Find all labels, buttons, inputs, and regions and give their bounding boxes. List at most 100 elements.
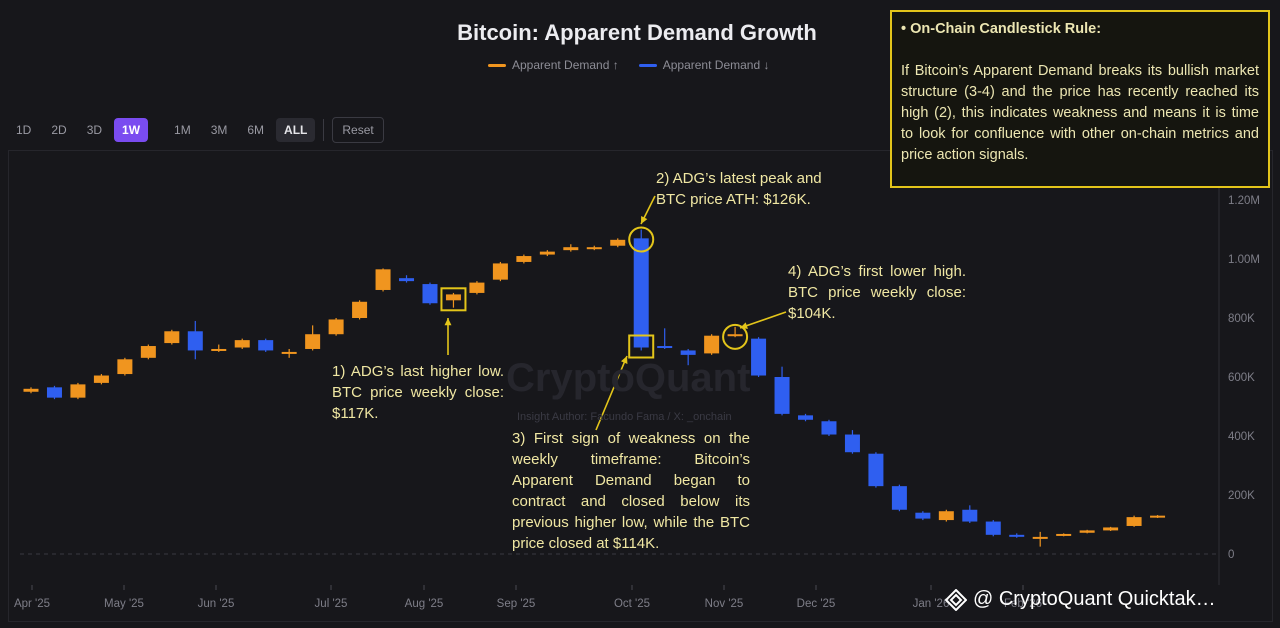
legend-label-down: Apparent Demand ↓ xyxy=(662,58,770,72)
arrow-annotation-1-head xyxy=(444,318,452,326)
candle-down xyxy=(844,434,860,453)
grid-lines xyxy=(20,172,1220,585)
candles xyxy=(23,229,1166,547)
candle-up xyxy=(23,388,39,392)
candle-up xyxy=(305,334,321,349)
candle-down xyxy=(891,486,907,510)
candle-down xyxy=(962,509,978,522)
arrow-annotation-4-head xyxy=(740,322,748,329)
legend-item-up[interactable]: Apparent Demand ↑ xyxy=(488,58,619,72)
x-tick-label: Apr '25 xyxy=(14,598,50,610)
candle-up xyxy=(164,331,180,344)
candle-down xyxy=(187,331,203,351)
x-tick-label: May '25 xyxy=(104,598,144,610)
chart-title: Bitcoin: Apparent Demand Growth xyxy=(457,20,817,45)
candle-down xyxy=(915,512,931,519)
annotation-2: 2) ADG’s latest peak and BTC price ATH: … xyxy=(656,170,822,208)
candle-up xyxy=(1056,533,1072,536)
highlight-square-3 xyxy=(628,334,655,359)
arrow-annotation-4 xyxy=(739,311,787,329)
annotation-1: 1) ADG’s last higher low. BTC price week… xyxy=(332,363,504,422)
credit-text: @ CryptoQuant Quicktak… xyxy=(973,588,1216,610)
candle-up xyxy=(352,301,368,318)
y-tick-label: 200K xyxy=(1228,490,1255,502)
range-2d-button[interactable]: 2D xyxy=(51,123,67,137)
x-tick-label: Nov '25 xyxy=(705,598,744,610)
candle-up xyxy=(586,247,602,250)
candle-up xyxy=(70,384,86,398)
candle-up xyxy=(539,251,555,255)
candle-up xyxy=(727,334,743,337)
candle-up xyxy=(610,239,626,246)
candle-down xyxy=(258,340,274,351)
x-tick-label: Dec '25 xyxy=(797,598,836,610)
y-tick-label: 1.00M xyxy=(1228,254,1260,266)
candle-down xyxy=(399,278,415,282)
candle-up xyxy=(492,263,508,280)
y-tick-label: 400K xyxy=(1228,431,1255,443)
candle-up xyxy=(469,282,485,293)
watermark-author: Insight Author: Facundo Fama / X: _oncha… xyxy=(517,411,732,423)
candle-down xyxy=(1009,534,1025,537)
x-tick-label: Feb '26 xyxy=(1004,598,1042,610)
candle-up xyxy=(375,269,391,290)
candle-down xyxy=(798,415,814,420)
range-3d-button[interactable]: 3D xyxy=(86,123,103,137)
candle-down xyxy=(774,377,790,414)
legend-label-up: Apparent Demand ↑ xyxy=(512,58,619,72)
reset-button[interactable]: Reset xyxy=(332,117,384,143)
candle-up xyxy=(1150,515,1166,518)
candle-up xyxy=(704,335,720,354)
arrow-annotation-2-head xyxy=(641,216,648,224)
candle-down xyxy=(751,338,767,376)
candle-up xyxy=(117,359,133,375)
annotation-3: 3) First sign of weakness on the weekly … xyxy=(512,430,750,552)
plot-area xyxy=(8,150,1273,622)
rule-note-body: If Bitcoin’s Apparent Demand breaks its … xyxy=(901,63,1259,163)
candle-up xyxy=(1079,530,1095,533)
range-3m-button[interactable]: 3M xyxy=(210,123,228,137)
x-tick-label: Jan '26 xyxy=(913,598,950,610)
range-1d-button[interactable]: 1D xyxy=(16,123,32,137)
highlight-circle-2 xyxy=(628,226,655,253)
range-1m-button[interactable]: 1M xyxy=(174,123,191,137)
candle-up xyxy=(1126,517,1142,526)
toolbar-divider xyxy=(323,119,325,141)
legend-swatch-down xyxy=(638,63,657,67)
x-tick-label: Jul '25 xyxy=(315,598,348,610)
candle-up xyxy=(328,319,344,335)
range-all-button[interactable]: ALL xyxy=(276,118,316,142)
legend: Apparent Demand ↑ Apparent Demand ↓ xyxy=(488,58,769,72)
rule-note-box: • On-Chain Candlestick Rule: If Bitcoin’… xyxy=(890,10,1270,188)
legend-item-down[interactable]: Apparent Demand ↓ xyxy=(638,58,770,72)
range-toolbar: 1D 2D 3D 1W 1M 3M 6M ALL Reset xyxy=(8,117,384,143)
y-axis: 0 200K 400K 600K 800K 1.00M 1.20M xyxy=(1228,195,1260,561)
x-tick-label: Oct '25 xyxy=(614,598,650,610)
x-axis: Apr '25 May '25 Jun '25 Jul '25 Aug '25 Sep '… xyxy=(14,585,1042,610)
candle-up xyxy=(938,511,954,521)
range-6m-button[interactable]: 6M xyxy=(247,123,265,137)
y-tick-label: 600K xyxy=(1228,372,1255,384)
candle-up xyxy=(1103,527,1119,531)
candle-up xyxy=(445,294,461,301)
y-tick-label: 800K xyxy=(1228,313,1255,325)
legend-swatch-up xyxy=(488,63,506,67)
arrow-annotation-3 xyxy=(595,355,628,431)
y-tick-label: 1.20M xyxy=(1228,195,1260,207)
annotation-4: 4) ADG’s first lower high. BTC price wee… xyxy=(788,263,966,322)
highlight-square-1 xyxy=(440,287,467,312)
watermark-logo: CryptoQuant xyxy=(506,356,751,400)
x-tick-label: Aug '25 xyxy=(405,598,444,610)
candle-up xyxy=(281,351,297,354)
candle-up xyxy=(93,375,109,383)
y-tick-label: 0 xyxy=(1228,549,1234,561)
range-1w-button[interactable]: 1W xyxy=(114,118,149,142)
x-tick-label: Jun '25 xyxy=(198,598,235,610)
candle-down xyxy=(422,284,438,304)
highlight-marks xyxy=(440,226,749,359)
candle-up xyxy=(211,348,227,351)
diamond-logo-icon xyxy=(945,588,967,611)
candle-down xyxy=(46,387,62,398)
candle-up xyxy=(140,346,156,358)
